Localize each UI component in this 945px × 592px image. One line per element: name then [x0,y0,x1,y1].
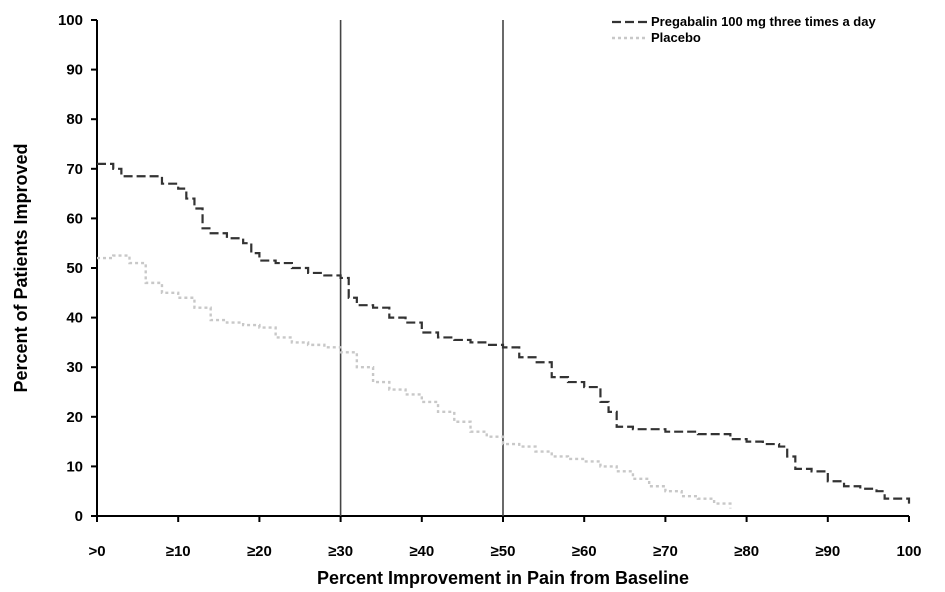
x-tick-label: ≥50 [491,543,516,560]
x-tick-label: ≥60 [572,543,597,560]
x-tick-label: ≥30 [328,543,353,560]
series-layer [97,162,911,509]
y-tick-label: 30 [66,359,83,376]
y-tick-label: 0 [75,508,83,525]
x-tick-label: ≥20 [247,543,272,560]
y-tick-label: 70 [66,161,83,178]
y-tick-label: 60 [66,210,83,227]
x-tick-label: ≥70 [653,543,678,560]
y-tick-label: 50 [66,260,83,277]
x-tick-label: ≥40 [409,543,434,560]
x-axis-ticks: >0 ≥10 ≥20 ≥30 ≥40 ≥50 ≥60 ≥70 ≥80 ≥90 100 [88,516,922,560]
y-axis-title: Percent of Patients Improved [11,143,31,392]
x-tick-label: ≥10 [166,543,191,560]
x-tick-label: 100 [896,543,921,560]
legend: Pregabalin 100 mg three times a day Plac… [612,14,876,45]
x-tick-label: ≥80 [734,543,759,560]
legend-label-pregabalin: Pregabalin 100 mg three times a day [651,14,876,29]
y-tick-label: 40 [66,310,83,327]
y-axis-ticks: 0 10 20 30 40 50 60 70 80 90 100 [58,12,97,525]
y-tick-label: 100 [58,12,83,29]
y-tick-label: 90 [66,62,83,79]
reference-lines [339,20,504,516]
x-tick-label: >0 [88,543,105,560]
series-line-placebo [97,254,732,509]
series-line-pregabalin [97,162,911,504]
y-tick-label: 80 [66,111,83,128]
legend-label-placebo: Placebo [651,30,701,45]
y-tick-label: 10 [66,458,83,475]
x-tick-label: ≥90 [815,543,840,560]
x-axis-title: Percent Improvement in Pain from Baselin… [317,568,689,588]
y-tick-label: 20 [66,409,83,426]
